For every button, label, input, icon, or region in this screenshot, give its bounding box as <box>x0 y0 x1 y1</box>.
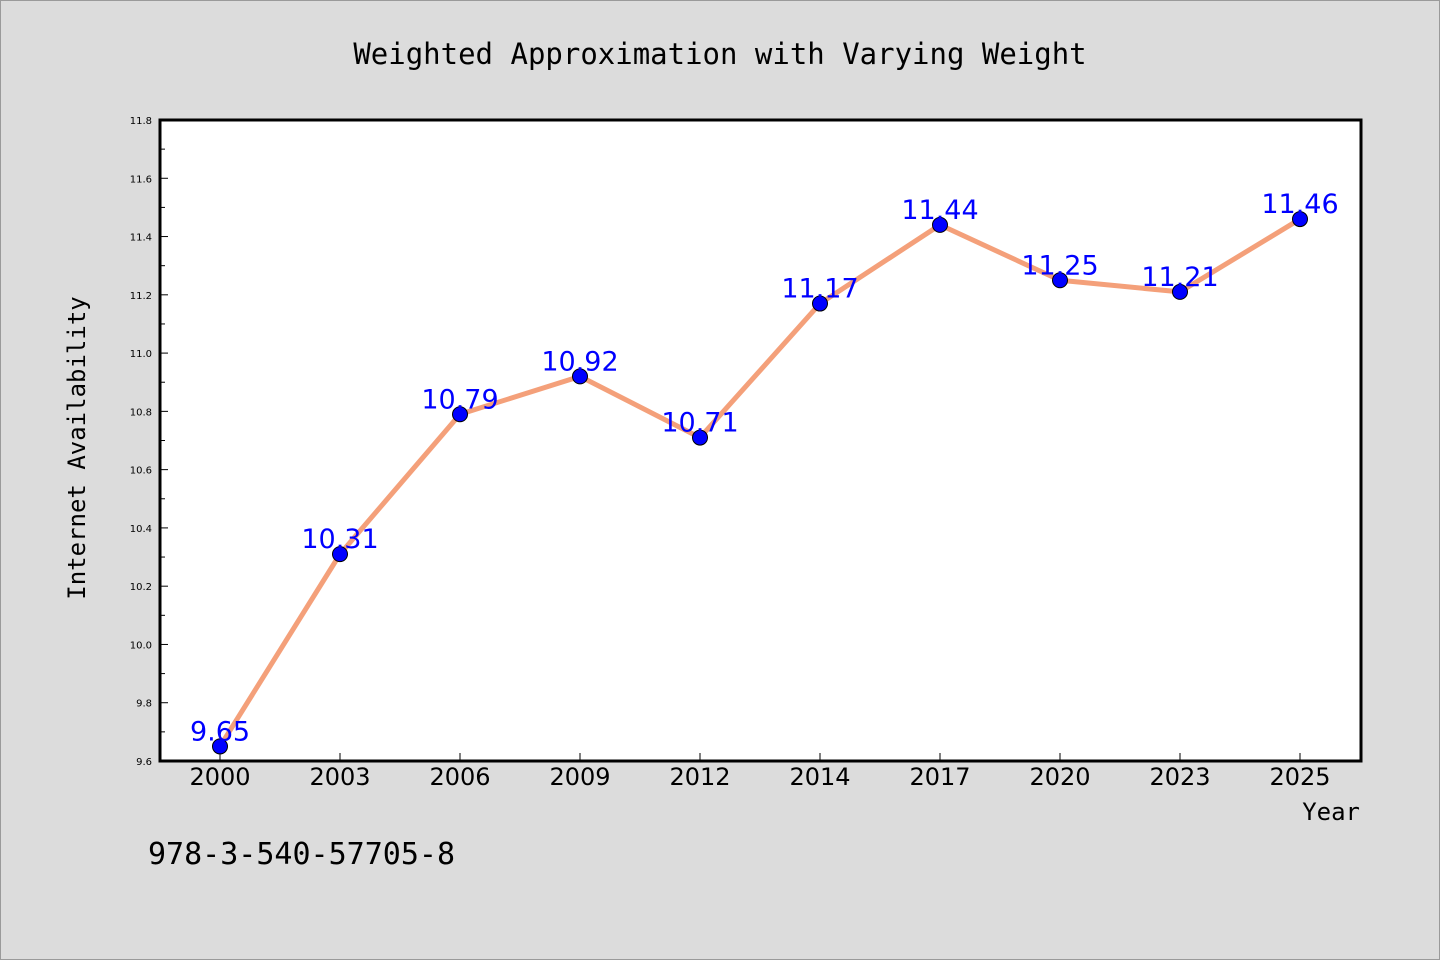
y-tick-label: 10.0 <box>130 640 152 651</box>
chart-title: Weighted Approximation with Varying Weig… <box>353 37 1086 71</box>
data-label: 10.71 <box>661 408 738 439</box>
series-line-layer <box>212 211 1308 755</box>
x-tick-label: 2020 <box>1029 763 1090 791</box>
x-tick-label: 2009 <box>549 763 610 791</box>
x-tick-label: 2000 <box>189 763 250 791</box>
data-label: 11.46 <box>1261 189 1338 220</box>
x-tick-label: 2006 <box>429 763 490 791</box>
data-point-marker <box>572 368 588 385</box>
y-tick-label: 11.6 <box>130 174 152 185</box>
x-axis: 2000 2003 2006 2009 2012 2014 2017 2020 2023 2025 <box>189 753 1331 791</box>
data-point-marker <box>332 546 348 563</box>
data-label: 9.65 <box>190 716 250 747</box>
data-label: 10.31 <box>301 524 378 555</box>
y-axis: 9.6 9.8 10.0 10.2 10.4 10.6 10.8 11.0 11.2 11.4 11… <box>130 116 168 768</box>
data-point-marker <box>1052 272 1068 289</box>
y-axis-label: Internet Availability <box>63 296 91 599</box>
data-label: 11.21 <box>1141 262 1218 293</box>
y-tick-label: 11.8 <box>130 116 152 127</box>
x-axis-label: Year <box>1302 798 1360 826</box>
annotation-text: 978-3-540-57705-8 <box>148 837 455 872</box>
y-tick-label: 9.6 <box>136 757 152 768</box>
data-labels-layer: 9.65 10.31 10.79 10.92 10.71 11.17 11.44 11.25 1… <box>190 189 1339 747</box>
y-tick-label: 11.0 <box>130 349 152 360</box>
x-tick-label: 2014 <box>789 763 850 791</box>
data-label: 11.17 <box>781 274 858 305</box>
data-point-marker <box>1172 283 1188 300</box>
y-tick-label: 10.2 <box>130 582 152 593</box>
data-label: 11.25 <box>1021 250 1098 281</box>
data-label: 10.79 <box>421 384 498 415</box>
y-tick-label: 9.8 <box>136 699 152 710</box>
y-tick-label: 10.8 <box>130 407 152 418</box>
x-tick-label: 2017 <box>909 763 970 791</box>
data-point-marker <box>692 429 708 446</box>
y-tick-label: 10.6 <box>130 466 152 477</box>
y-tick-label: 11.4 <box>130 233 152 244</box>
x-tick-label: 2012 <box>669 763 730 791</box>
y-tick-label: 11.2 <box>130 291 152 302</box>
plot-area <box>158 118 1363 763</box>
data-label: 11.44 <box>901 195 978 226</box>
x-tick-label: 2025 <box>1269 763 1330 791</box>
x-tick-label: 2003 <box>309 763 370 791</box>
data-point-marker <box>452 406 468 423</box>
data-point-marker <box>812 295 828 312</box>
data-point-marker <box>212 738 228 755</box>
data-label: 10.92 <box>541 346 618 377</box>
y-tick-label: 10.4 <box>130 524 152 535</box>
x-tick-label: 2023 <box>1149 763 1210 791</box>
data-point-marker <box>932 216 948 233</box>
series-line <box>217 216 1302 748</box>
data-point-marker <box>1292 211 1308 228</box>
